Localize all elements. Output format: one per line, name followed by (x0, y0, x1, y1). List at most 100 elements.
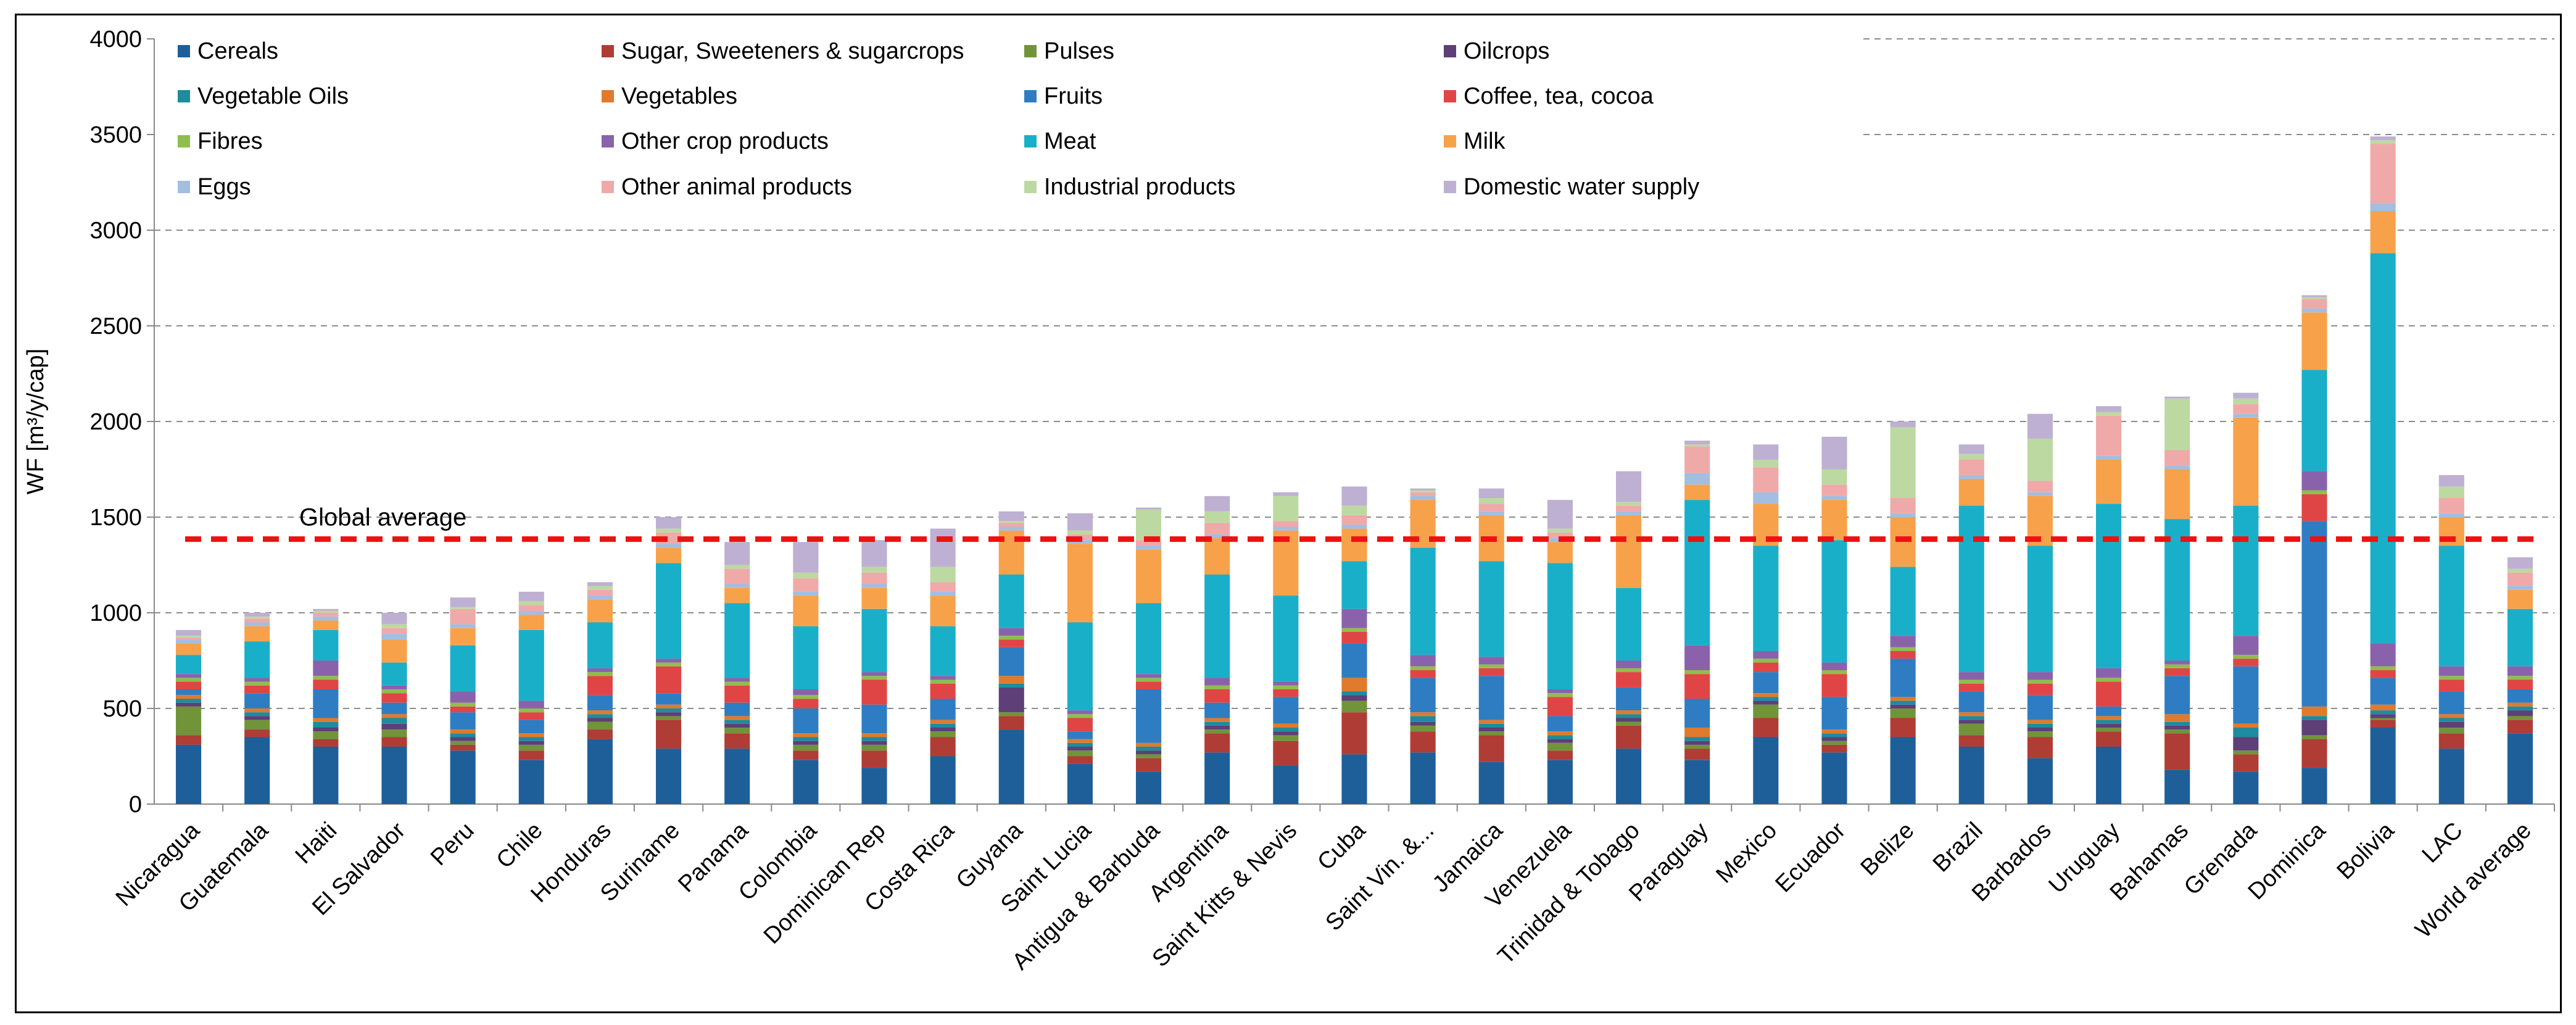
bar-segment (1341, 505, 1367, 515)
bar-segment (1616, 718, 1642, 722)
bar-segment (1753, 737, 1779, 804)
bar-segment (656, 528, 682, 533)
bar-segment (1273, 521, 1299, 527)
bar-segment (861, 744, 887, 751)
bar-segment (176, 639, 202, 644)
bar-segment (656, 666, 682, 694)
bar-segment (998, 521, 1024, 523)
bar-segment (2096, 406, 2122, 412)
bar-segment (2233, 750, 2259, 755)
bar-segment (930, 728, 956, 732)
bar-segment (1958, 691, 1984, 713)
bar-segment (1753, 492, 1779, 504)
bar-segment (2027, 758, 2053, 804)
bar-segment (998, 676, 1024, 684)
bar-segment (176, 643, 202, 655)
bar-segment (244, 685, 270, 694)
bar-segment (2301, 471, 2327, 491)
bar-segment (656, 749, 682, 804)
bar-segment (2438, 691, 2464, 715)
bar-segment (2233, 636, 2259, 655)
bar-segment (176, 699, 202, 703)
bar-segment (2096, 723, 2122, 728)
bar-segment (381, 718, 407, 724)
bar-segment (518, 601, 544, 605)
bar-segment (2233, 398, 2259, 405)
category-label: LAC (2417, 818, 2468, 868)
bar-segment (2027, 492, 2053, 496)
bar-segment (2233, 666, 2259, 724)
bar-segment (450, 737, 476, 741)
bar-segment (1204, 534, 1230, 539)
bar-segment (1204, 685, 1230, 689)
bar-segment (1067, 513, 1093, 531)
bar-segment (1821, 733, 1847, 737)
bar-segment (1478, 761, 1504, 804)
bar-segment (2164, 676, 2190, 715)
bar-segment (2507, 733, 2533, 804)
bar-segment (381, 737, 407, 747)
bar-segment (724, 733, 750, 749)
bar-segment (381, 693, 407, 703)
bar-segment (518, 737, 544, 741)
bar-segment (1136, 754, 1162, 758)
bar-segment (1478, 720, 1504, 724)
bar-segment (2027, 679, 2053, 684)
bar-segment (724, 565, 750, 569)
bar-segment (1341, 628, 1367, 632)
bar-segment (930, 566, 956, 583)
bar-segment (381, 714, 407, 718)
bar-segment (2096, 460, 2122, 504)
bar-segment (1547, 742, 1573, 751)
bar-segment (1273, 496, 1299, 521)
bar-segment (2370, 203, 2396, 211)
bar-segment (998, 523, 1024, 527)
bar-segment (1273, 681, 1299, 686)
bar-segment (1341, 515, 1367, 525)
bar-segment (1478, 723, 1504, 728)
bar-segment (861, 741, 887, 745)
bar-segment (1890, 498, 1916, 513)
bar-segment (2438, 666, 2464, 676)
bar-segment (2164, 668, 2190, 676)
bar-segment (313, 739, 339, 747)
bar-segment (930, 723, 956, 728)
bar-segment (1067, 731, 1093, 739)
bar-segment (2370, 718, 2396, 720)
bar-segment (1478, 657, 1504, 665)
bar-segment (1753, 662, 1779, 673)
bar-segment (518, 610, 544, 615)
bar-segment (176, 706, 202, 736)
bar-segment (1684, 670, 1710, 674)
bar-segment (2370, 714, 2396, 718)
bar-segment (1890, 700, 1916, 705)
bar-segment (1958, 454, 1984, 460)
bar-segment (1136, 771, 1162, 804)
bar-segment (587, 676, 613, 695)
bar-segment (1478, 511, 1504, 515)
bar-segment (1204, 689, 1230, 703)
legend-label: Fibres (197, 128, 263, 154)
bar-segment (176, 695, 202, 699)
bar-segment (1067, 718, 1093, 732)
legend-label: Cereals (197, 38, 278, 64)
bar-segment (1410, 496, 1436, 500)
bar-segment (1410, 712, 1436, 716)
bar-segment (1616, 502, 1642, 506)
bar-segment (793, 595, 819, 626)
bar-segment (1547, 689, 1573, 694)
bar-segment (2507, 679, 2533, 689)
bar-segment (1616, 668, 1642, 673)
bar-segment (1067, 742, 1093, 747)
bar-segment (1478, 504, 1504, 512)
legend-label: Meat (1044, 128, 1096, 154)
bar-segment (450, 607, 476, 609)
bar-segment (1410, 488, 1436, 491)
category-label: Brazil (1928, 818, 1988, 878)
ytick-label: 2000 (89, 409, 142, 435)
legend-swatch (602, 135, 614, 147)
bar-segment (587, 721, 613, 730)
bar-segment (930, 720, 956, 724)
bar-segment (313, 718, 339, 722)
bar-segment (1341, 561, 1367, 609)
